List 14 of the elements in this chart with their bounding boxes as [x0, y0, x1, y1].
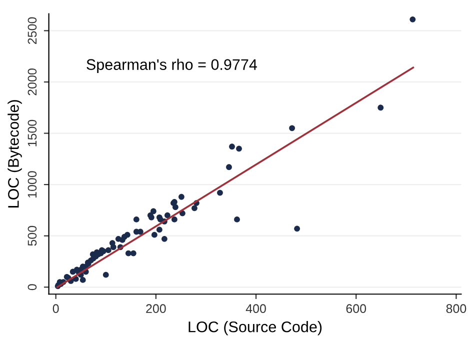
- x-tick-label: 600: [346, 304, 366, 314]
- y-tick-label: 1000: [28, 171, 37, 198]
- y-axis-title: LOC (Bytecode): [8, 100, 22, 208]
- y-tick-label: 500: [28, 226, 37, 246]
- x-tick-label: 200: [146, 304, 166, 314]
- x-axis-title: LOC (Source Code): [188, 321, 322, 336]
- y-tick-label: 1500: [28, 120, 37, 146]
- annotation: Spearman's rho = 0.9774: [86, 58, 257, 73]
- y-tick-label: 2500: [28, 17, 37, 44]
- y-tick-label: 2000: [28, 68, 37, 96]
- x-tick-label: 800: [446, 304, 466, 314]
- y-tick-label: 0: [28, 284, 37, 290]
- x-tick-label: 400: [246, 304, 266, 314]
- x-tick-label: 0: [52, 304, 59, 314]
